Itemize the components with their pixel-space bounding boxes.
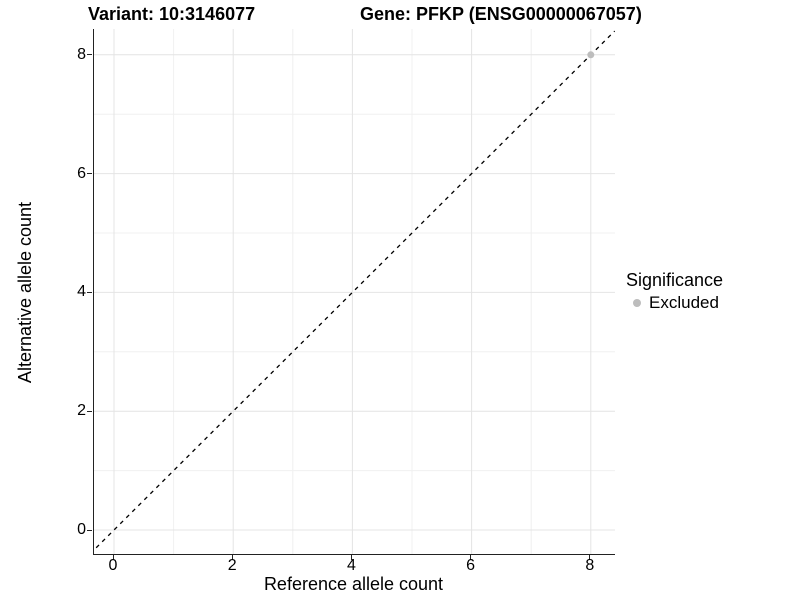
x-tick-label: 4 <box>346 557 356 574</box>
x-tick-mark <box>589 555 591 560</box>
data-point-excluded <box>587 51 595 59</box>
x-tick-mark <box>470 555 472 560</box>
legend-title: Significance <box>626 270 724 290</box>
x-tick-label: 2 <box>227 557 237 574</box>
chart-title-gene: Gene: PFKP (ENSG00000067057) <box>360 4 642 24</box>
plot-panel <box>93 29 615 555</box>
x-tick-label: 6 <box>466 557 476 574</box>
legend-key <box>626 294 648 312</box>
x-tick-label: 8 <box>585 557 595 574</box>
x-tick-mark <box>112 555 114 560</box>
y-tick-mark <box>87 529 92 531</box>
chart-title-variant: Variant: 10:3146077 <box>88 4 256 24</box>
y-tick-mark <box>87 54 92 56</box>
excluded-point-icon <box>633 299 641 307</box>
y-tick-label: 0 <box>77 521 86 538</box>
y-tick-label: 4 <box>77 283 86 301</box>
legend-item-excluded: Excluded <box>626 293 723 313</box>
plot-canvas <box>94 29 615 554</box>
y-tick-label: 6 <box>77 164 86 182</box>
x-tick-mark <box>231 555 233 560</box>
x-axis-title: Reference allele count <box>263 574 444 594</box>
legend-item-label: Excluded <box>649 293 719 312</box>
legend: Significance Excluded <box>626 270 723 313</box>
y-tick-mark <box>87 291 92 293</box>
x-tick-label: 0 <box>108 557 118 574</box>
y-tick-mark <box>87 410 92 412</box>
x-tick-mark <box>350 555 352 560</box>
y-tick-label: 2 <box>77 402 86 420</box>
y-tick-label: 8 <box>77 45 86 63</box>
y-tick-mark <box>87 173 92 175</box>
y-axis-title: Alternative allele count <box>15 201 35 384</box>
